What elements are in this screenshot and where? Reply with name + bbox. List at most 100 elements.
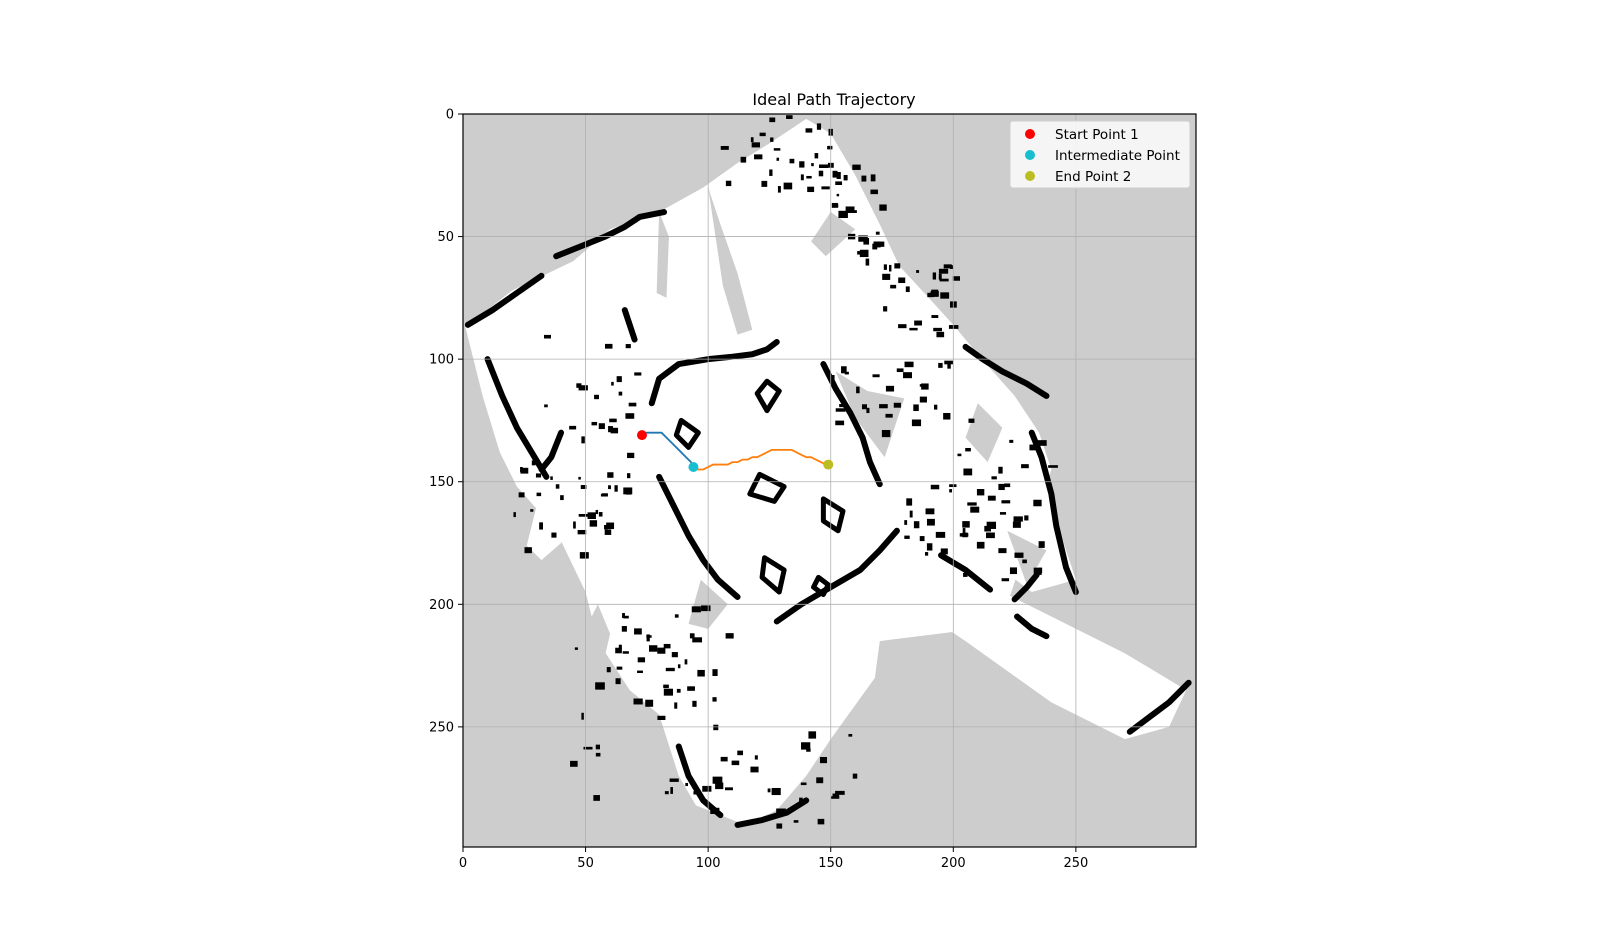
map-speck <box>669 778 679 782</box>
map-speck <box>677 664 681 669</box>
map-speck <box>623 615 629 619</box>
map-speck <box>580 485 587 489</box>
map-speck <box>861 404 868 410</box>
map-speck <box>805 128 813 133</box>
map-speck <box>687 686 695 691</box>
map-speck <box>1033 567 1042 575</box>
map-unknown-region <box>965 403 1003 463</box>
map-speck <box>569 425 577 430</box>
map-speck <box>657 647 666 654</box>
map-speck <box>770 137 774 142</box>
map-speck <box>940 548 948 555</box>
map-speck <box>712 669 718 677</box>
map-obstacle <box>747 471 787 504</box>
map-speck <box>536 492 542 497</box>
map-speck <box>674 702 678 709</box>
map-speck <box>713 724 719 731</box>
map-speck <box>740 156 747 163</box>
map-speck <box>806 748 811 752</box>
map-speck <box>816 777 824 784</box>
map-speck <box>773 148 781 151</box>
map-speck <box>943 412 951 420</box>
map-speck <box>881 429 891 438</box>
map-speck <box>750 137 754 143</box>
map-speck <box>577 529 587 535</box>
map-speck <box>927 292 934 298</box>
map-speck <box>530 509 534 512</box>
map-speck <box>685 782 689 787</box>
map-wall <box>962 343 1050 399</box>
map-speck <box>518 492 525 498</box>
map-speck <box>751 142 760 148</box>
map-speck <box>520 466 523 473</box>
chart-title: Ideal Path Trajectory <box>752 90 915 109</box>
y-tick-label: 150 <box>429 475 454 490</box>
map-speck <box>618 644 622 649</box>
map-speck <box>835 420 845 426</box>
map-speck <box>637 657 646 663</box>
x-tick-label: 0 <box>459 856 467 871</box>
map-speck <box>769 117 776 123</box>
map-wall <box>1014 613 1050 640</box>
map-speck <box>776 157 780 161</box>
map-speck <box>940 292 950 299</box>
map-speck <box>898 324 907 329</box>
map-speck <box>879 404 888 409</box>
map-wall <box>621 307 638 343</box>
map-speck <box>1009 439 1014 443</box>
map-speck <box>1012 521 1021 528</box>
map-speck <box>835 181 843 186</box>
map-speck <box>578 513 589 517</box>
map-speck <box>962 521 970 528</box>
x-tick-label: 100 <box>696 856 721 871</box>
map-speck <box>606 522 615 530</box>
map-speck <box>731 760 740 766</box>
map-speck <box>595 752 601 757</box>
map-speck <box>903 372 912 379</box>
map-speck <box>1009 567 1017 575</box>
map-speck <box>859 249 869 258</box>
map-speck <box>938 362 943 368</box>
map-speck <box>769 169 773 176</box>
map-speck <box>1004 483 1011 488</box>
map-speck <box>663 643 671 649</box>
map-speck <box>857 251 861 255</box>
map-speck <box>799 797 803 805</box>
occupancy-map <box>464 115 1192 829</box>
map-speck <box>852 773 858 779</box>
map-speck <box>952 276 960 281</box>
map-speck <box>865 258 870 266</box>
map-speck <box>649 645 658 652</box>
x-axis-ticks: 0 50 100 150 200 250 <box>459 847 1088 871</box>
map-speck <box>926 543 933 551</box>
map-speck <box>1014 552 1024 558</box>
map-speck <box>885 385 895 392</box>
map-speck <box>715 782 724 790</box>
map-speck <box>606 667 611 673</box>
map-speck <box>663 684 669 689</box>
map-speck <box>999 512 1007 515</box>
map-speck <box>676 688 681 693</box>
map-speck <box>1038 541 1045 548</box>
map-speck <box>959 533 969 537</box>
map-speck <box>544 334 551 339</box>
map-speck <box>724 787 733 791</box>
map-speck <box>947 361 951 369</box>
map-speck <box>725 633 734 639</box>
map-speck <box>838 210 848 219</box>
map-speck <box>905 286 910 293</box>
map-speck <box>890 284 897 289</box>
map-speck <box>898 277 906 284</box>
map-speck <box>808 731 817 739</box>
map-wall <box>675 743 724 819</box>
map-speck <box>634 628 642 635</box>
map-free-region <box>526 506 574 561</box>
map-speck <box>776 808 786 815</box>
map-speck <box>535 473 542 478</box>
map-speck <box>858 235 868 242</box>
map-speck <box>936 331 945 338</box>
map-obstacle <box>754 378 782 414</box>
map-speck <box>836 171 841 179</box>
map-speck <box>627 452 635 459</box>
map-speck <box>578 385 588 391</box>
